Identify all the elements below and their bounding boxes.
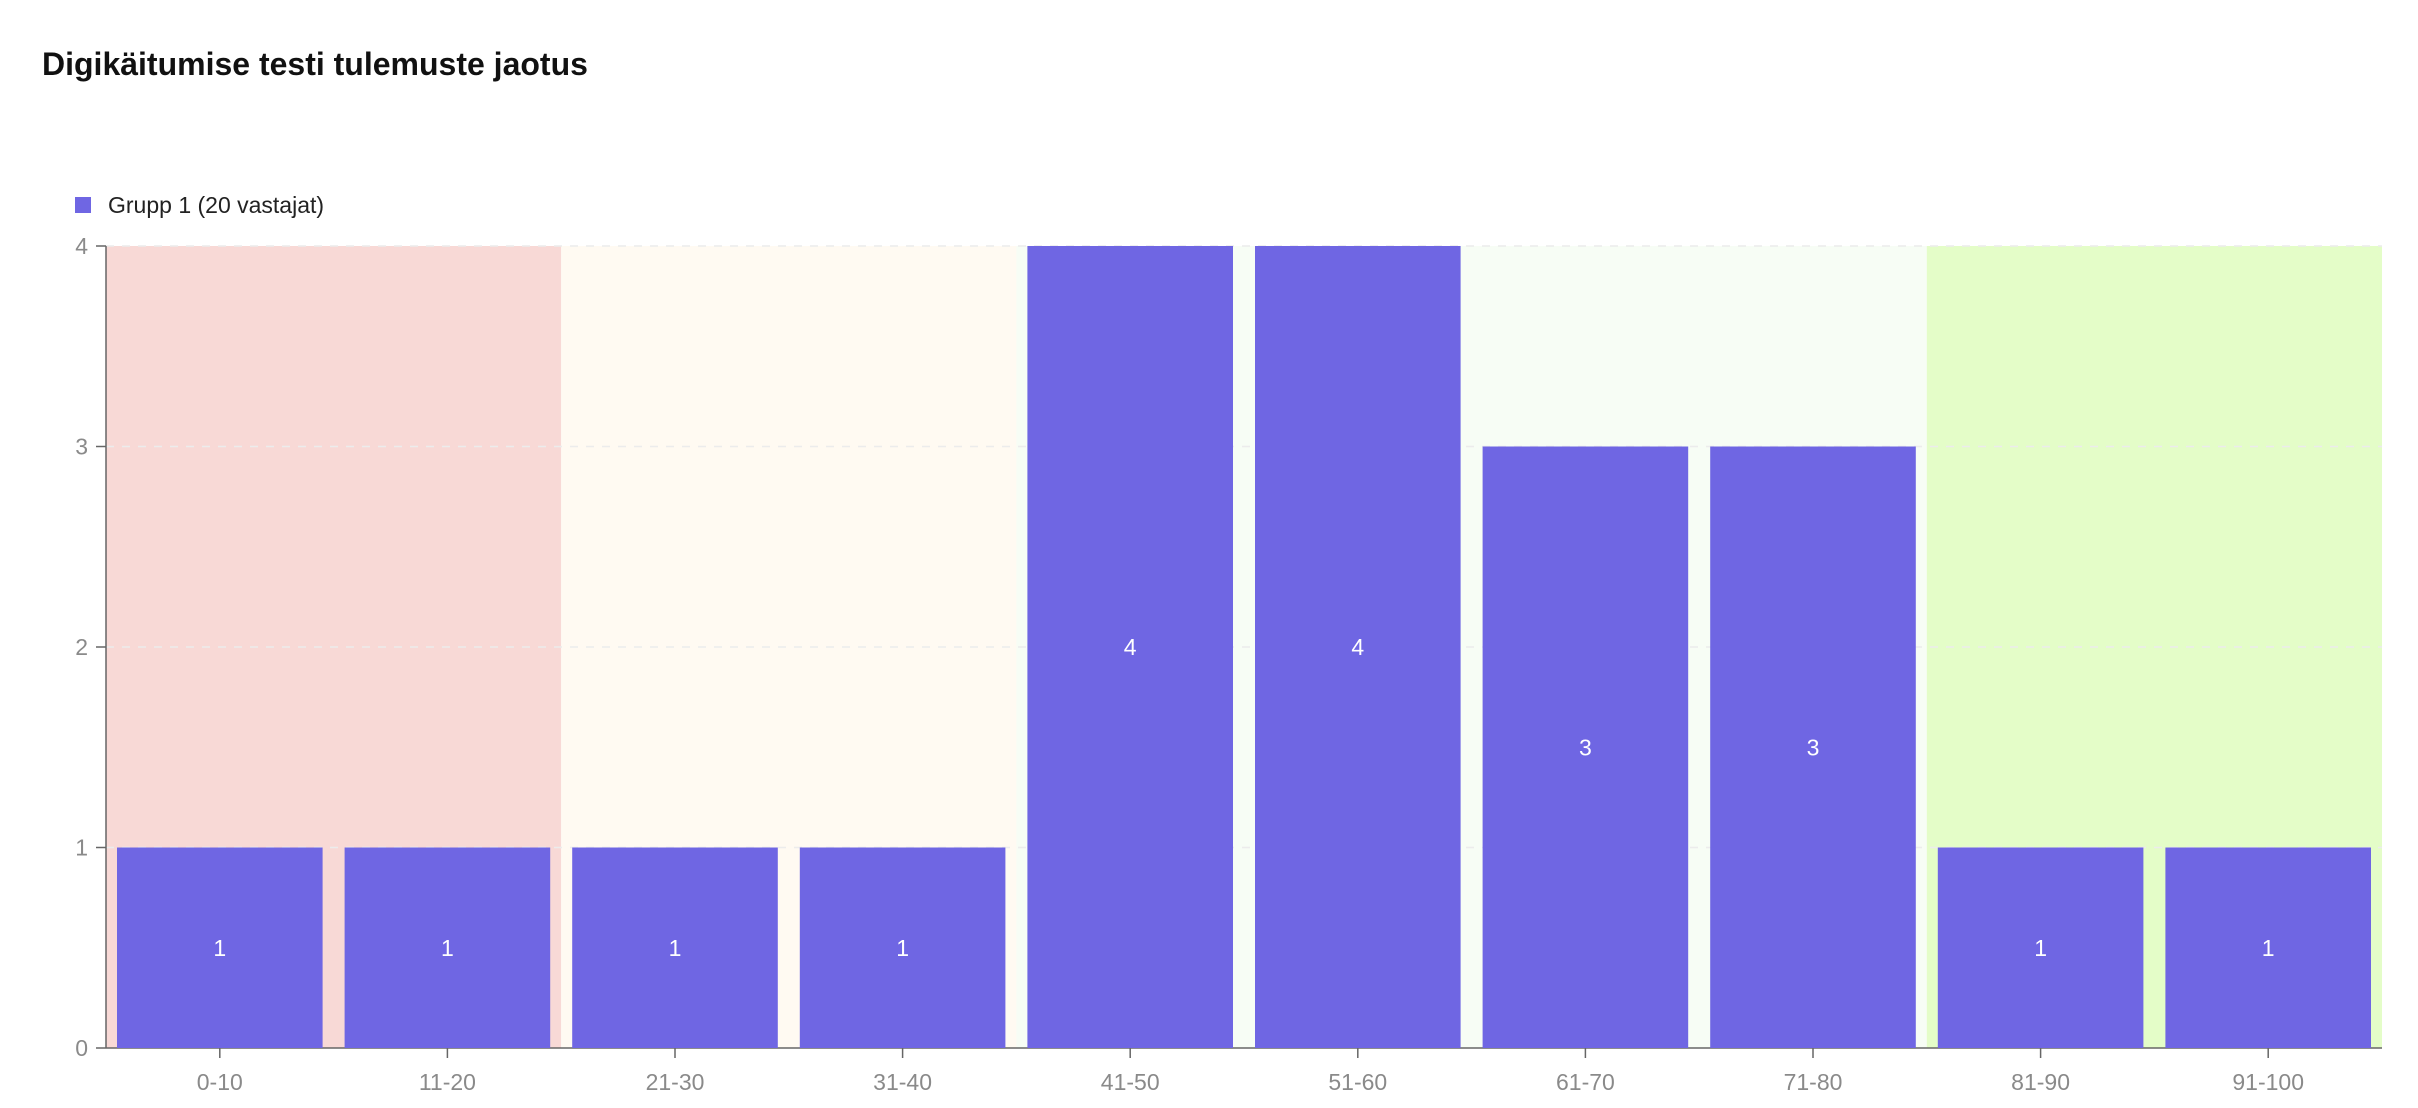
x-tick-label-91-100: 91-100 — [2232, 1069, 2304, 1095]
x-tick-label-71-80: 71-80 — [1784, 1069, 1843, 1095]
x-tick-label-0-10: 0-10 — [197, 1069, 243, 1095]
y-tick-label: 4 — [75, 233, 88, 259]
data-label-81-90: 1 — [2034, 935, 2047, 961]
data-label-21-30: 1 — [669, 935, 682, 961]
x-tick-label-31-40: 31-40 — [873, 1069, 932, 1095]
chart-title: Digikäitumise testi tulemuste jaotus — [42, 46, 588, 82]
bar-41-50 — [1027, 246, 1233, 1048]
data-label-31-40: 1 — [896, 935, 909, 961]
x-tick-label-11-20: 11-20 — [419, 1069, 476, 1095]
legend-label: Grupp 1 (20 vastajat) — [108, 192, 324, 218]
data-label-0-10: 1 — [213, 935, 226, 961]
x-tick-label-41-50: 41-50 — [1101, 1069, 1160, 1095]
data-label-91-100: 1 — [2262, 935, 2275, 961]
bar-91-100 — [2165, 847, 2371, 1048]
x-tick-label-81-90: 81-90 — [2011, 1069, 2070, 1095]
bar-61-70 — [1482, 446, 1689, 1048]
y-tick-label: 0 — [75, 1035, 88, 1061]
data-label-51-60: 4 — [1351, 634, 1364, 660]
y-tick-label: 1 — [75, 835, 88, 861]
bar-51-60 — [1255, 246, 1461, 1048]
legend-swatch — [75, 197, 91, 213]
data-label-61-70: 3 — [1579, 734, 1592, 760]
x-tick-label-21-30: 21-30 — [646, 1069, 705, 1095]
bar-81-90 — [1937, 847, 2144, 1048]
x-tick-label-51-60: 51-60 — [1328, 1069, 1387, 1095]
y-tick-label: 2 — [75, 634, 88, 660]
x-tick-label-61-70: 61-70 — [1556, 1069, 1615, 1095]
data-label-41-50: 4 — [1124, 634, 1137, 660]
bar-31-40 — [799, 847, 1006, 1048]
bar-71-80 — [1710, 446, 1916, 1048]
bar-0-10 — [117, 847, 323, 1048]
data-label-71-80: 3 — [1807, 734, 1820, 760]
y-tick-label: 3 — [75, 434, 88, 460]
bar-21-30 — [572, 847, 778, 1048]
bar-11-20 — [344, 847, 551, 1048]
data-label-11-20: 1 — [441, 935, 454, 961]
